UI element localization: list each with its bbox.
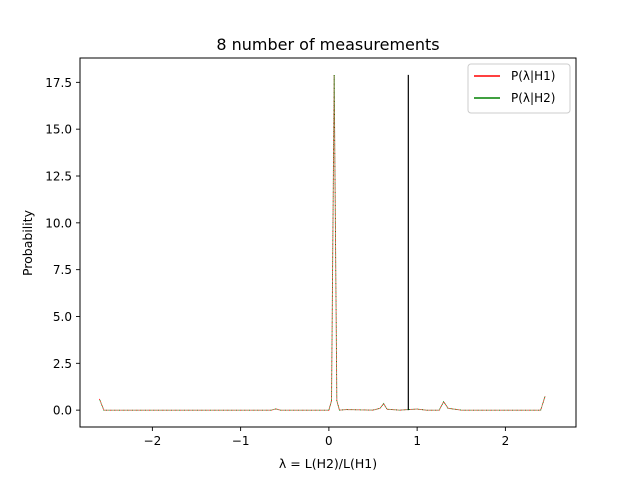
y-tick-label: 7.5 (53, 263, 72, 277)
x-tick-label: 2 (502, 434, 510, 448)
x-tick-label: −1 (232, 434, 250, 448)
y-tick-label: 15.0 (45, 123, 72, 137)
y-tick-label: 17.5 (45, 76, 72, 90)
series-line-1 (99, 74, 546, 411)
x-tick-label: −2 (144, 434, 162, 448)
x-tick-label: 0 (325, 434, 333, 448)
x-tick-label: 1 (413, 434, 421, 448)
y-tick-label: 12.5 (45, 170, 72, 184)
legend-label-h1: P(λ|H1) (511, 69, 555, 83)
chart-title: 8 number of measurements (216, 35, 439, 54)
y-tick-label: 5.0 (53, 310, 72, 324)
y-tick-label: 10.0 (45, 216, 72, 230)
y-tick-label: 0.0 (53, 404, 72, 418)
x-axis-label: λ = L(H2)/L(H1) (279, 456, 377, 471)
y-tick-label: 2.5 (53, 357, 72, 371)
legend: P(λ|H1) P(λ|H2) (467, 63, 571, 114)
y-axis-label: Probability (20, 209, 35, 276)
legend-label-h2: P(λ|H2) (511, 91, 555, 105)
plot-area-frame (79, 57, 577, 428)
